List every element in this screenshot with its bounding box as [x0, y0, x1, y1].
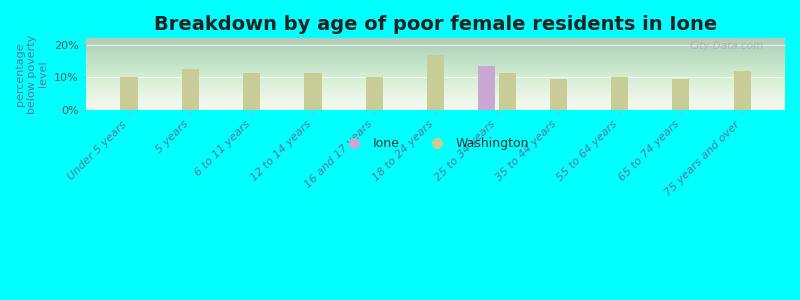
Bar [611, 77, 628, 110]
Bar [182, 69, 199, 110]
Bar [427, 55, 444, 110]
Bar [672, 79, 690, 110]
Bar [498, 73, 516, 110]
Y-axis label: percentage
below poverty
level: percentage below poverty level [15, 34, 48, 114]
Legend: Ione, Washington: Ione, Washington [337, 132, 534, 155]
Bar [734, 71, 750, 110]
Bar [121, 77, 138, 110]
Bar [478, 66, 495, 110]
Bar [550, 79, 566, 110]
Bar [366, 77, 383, 110]
Bar [243, 73, 260, 110]
Text: City-Data.com: City-Data.com [690, 41, 764, 51]
Title: Breakdown by age of poor female residents in Ione: Breakdown by age of poor female resident… [154, 15, 717, 34]
Bar [304, 73, 322, 110]
